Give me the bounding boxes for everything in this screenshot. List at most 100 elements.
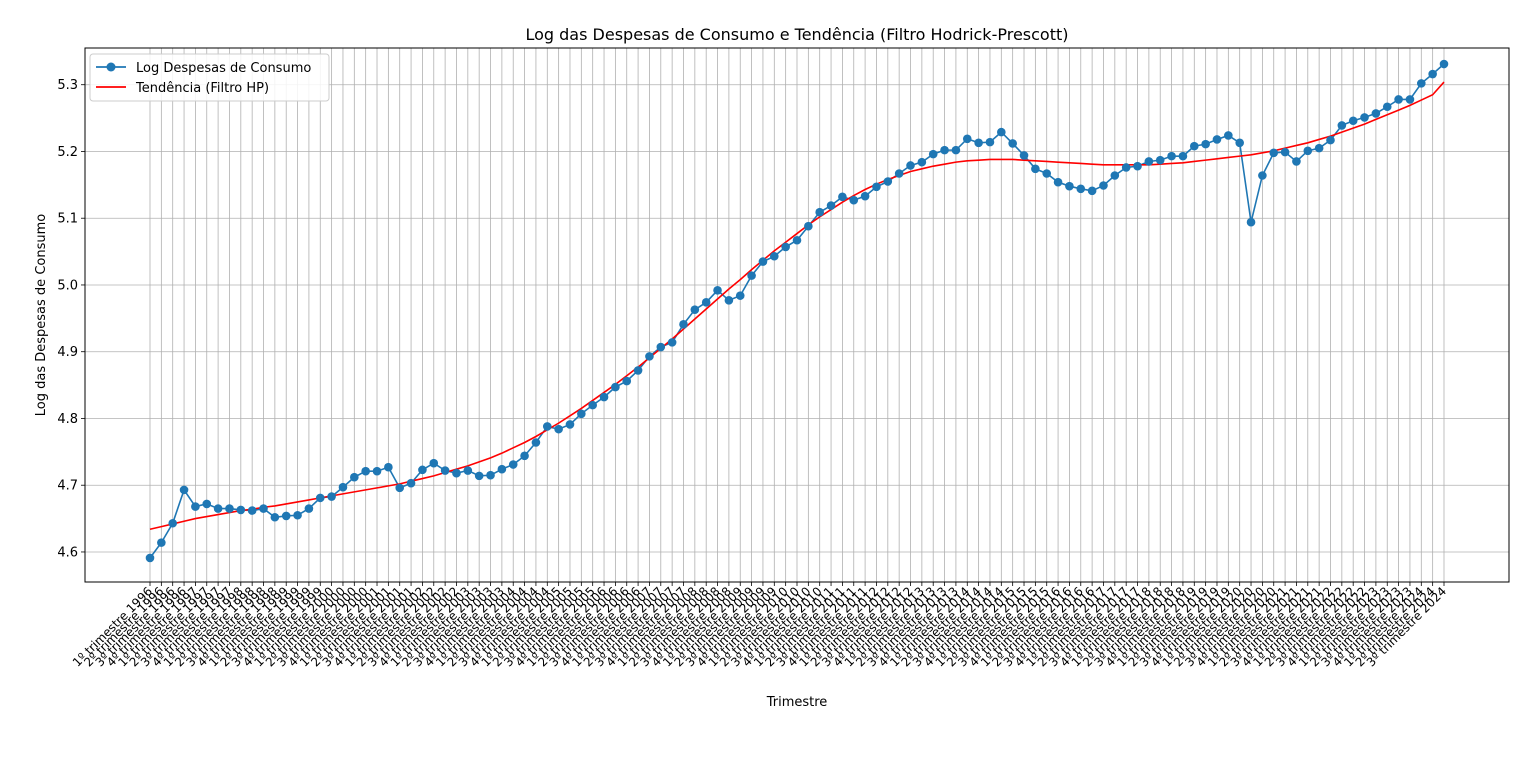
consumo-point <box>1439 59 1449 69</box>
consumo-point <box>1099 181 1108 190</box>
consumo-point <box>758 257 768 266</box>
consumo-point <box>667 338 677 347</box>
consumo-point <box>361 466 370 476</box>
consumo-point <box>270 512 280 522</box>
consumo-point <box>168 518 178 528</box>
consumo-point <box>463 466 473 475</box>
plot-area <box>145 59 1449 563</box>
consumo-point <box>1167 151 1176 161</box>
consumo-point <box>656 342 666 352</box>
consumo-point <box>1224 131 1233 140</box>
consumo-point <box>1076 184 1086 194</box>
consumo-point <box>1042 169 1052 178</box>
consumo-point <box>384 462 393 472</box>
consumo-point <box>1303 146 1313 156</box>
consumo-point <box>1280 147 1290 157</box>
consumo-point <box>940 145 949 155</box>
consumo-point <box>1246 217 1256 227</box>
consumo-point <box>202 499 212 509</box>
consumo-point <box>690 305 700 314</box>
consumo-point <box>565 420 575 429</box>
y-tick-label: 4.6 <box>57 545 78 560</box>
consumo-point <box>599 392 609 402</box>
consumo-point <box>724 296 734 305</box>
consumo-point <box>452 468 461 478</box>
consumo-point <box>395 483 405 493</box>
consumo-point <box>1337 121 1347 130</box>
consumo-point <box>157 538 166 547</box>
trend-series-line <box>149 81 1445 531</box>
y-tick-label: 4.8 <box>57 412 78 427</box>
consumo-point <box>1394 95 1403 104</box>
legend-consumo-marker <box>106 62 116 72</box>
consumo-point <box>883 177 893 186</box>
consumo-point <box>611 382 620 392</box>
consumo-point <box>338 482 348 492</box>
consumo-point <box>1235 138 1244 148</box>
consumo-point <box>577 409 586 419</box>
consumo-point <box>145 553 155 563</box>
consumo-point <box>622 376 632 386</box>
consumo-point <box>1201 139 1210 149</box>
consumo-point <box>679 320 688 329</box>
consumo-point <box>304 504 314 513</box>
consumo-point <box>520 451 529 461</box>
consumo-point <box>281 511 291 521</box>
y-tick-label: 4.7 <box>57 479 78 494</box>
consumo-point <box>928 149 938 159</box>
consumo-point <box>860 191 870 201</box>
consumo-point <box>327 492 336 501</box>
consumo-point <box>826 201 836 210</box>
consumo-point <box>213 504 223 513</box>
consumo-point <box>1269 148 1279 158</box>
consumo-point <box>1053 177 1063 187</box>
consumo-point <box>588 400 597 410</box>
consumo-point <box>974 138 983 148</box>
consumo-point <box>815 207 825 217</box>
consumo-point <box>804 221 813 231</box>
consumo-point <box>997 127 1006 137</box>
consumo-point <box>418 465 427 475</box>
legend-trend-label: Tendência (Filtro HP) <box>135 81 269 96</box>
y-tick-label: 5.3 <box>57 78 78 93</box>
consumo-point <box>429 458 439 468</box>
consumo-point <box>713 286 722 295</box>
consumo-point <box>872 182 881 192</box>
consumo-point <box>372 466 382 476</box>
consumo-point <box>474 471 484 481</box>
consumo-point <box>701 298 711 307</box>
consumo-point <box>838 192 847 202</box>
consumo-point <box>247 506 257 515</box>
consumo-point <box>1371 109 1381 118</box>
consumo-point <box>1065 181 1074 191</box>
plot-frame <box>84 47 1510 583</box>
y-tick-label: 5.2 <box>57 145 78 160</box>
consumo-point <box>486 470 495 480</box>
consumo-point <box>542 422 552 431</box>
consumo-point <box>1155 155 1165 165</box>
consumo-point <box>236 505 246 515</box>
consumo-point <box>508 460 518 469</box>
consumo-point <box>179 485 189 495</box>
consumo-point <box>906 161 915 170</box>
consumo-point <box>792 235 802 245</box>
consumo-point <box>747 271 756 280</box>
series-layer <box>145 59 1449 563</box>
consumo-point <box>1326 135 1335 145</box>
consumo-point <box>1121 163 1131 172</box>
consumo-point <box>1133 161 1142 171</box>
consumo-point <box>1212 135 1222 144</box>
consumo-point <box>1292 157 1301 166</box>
consumo-point <box>769 251 779 261</box>
consumo-point <box>985 137 995 147</box>
consumo-point <box>1031 164 1040 174</box>
consumo-point <box>1008 139 1017 148</box>
consumo-point <box>1360 113 1369 122</box>
consumo-point <box>293 510 302 520</box>
consumo-point <box>1382 102 1392 112</box>
consumo-point <box>1258 171 1267 180</box>
consumo-point <box>225 504 234 513</box>
